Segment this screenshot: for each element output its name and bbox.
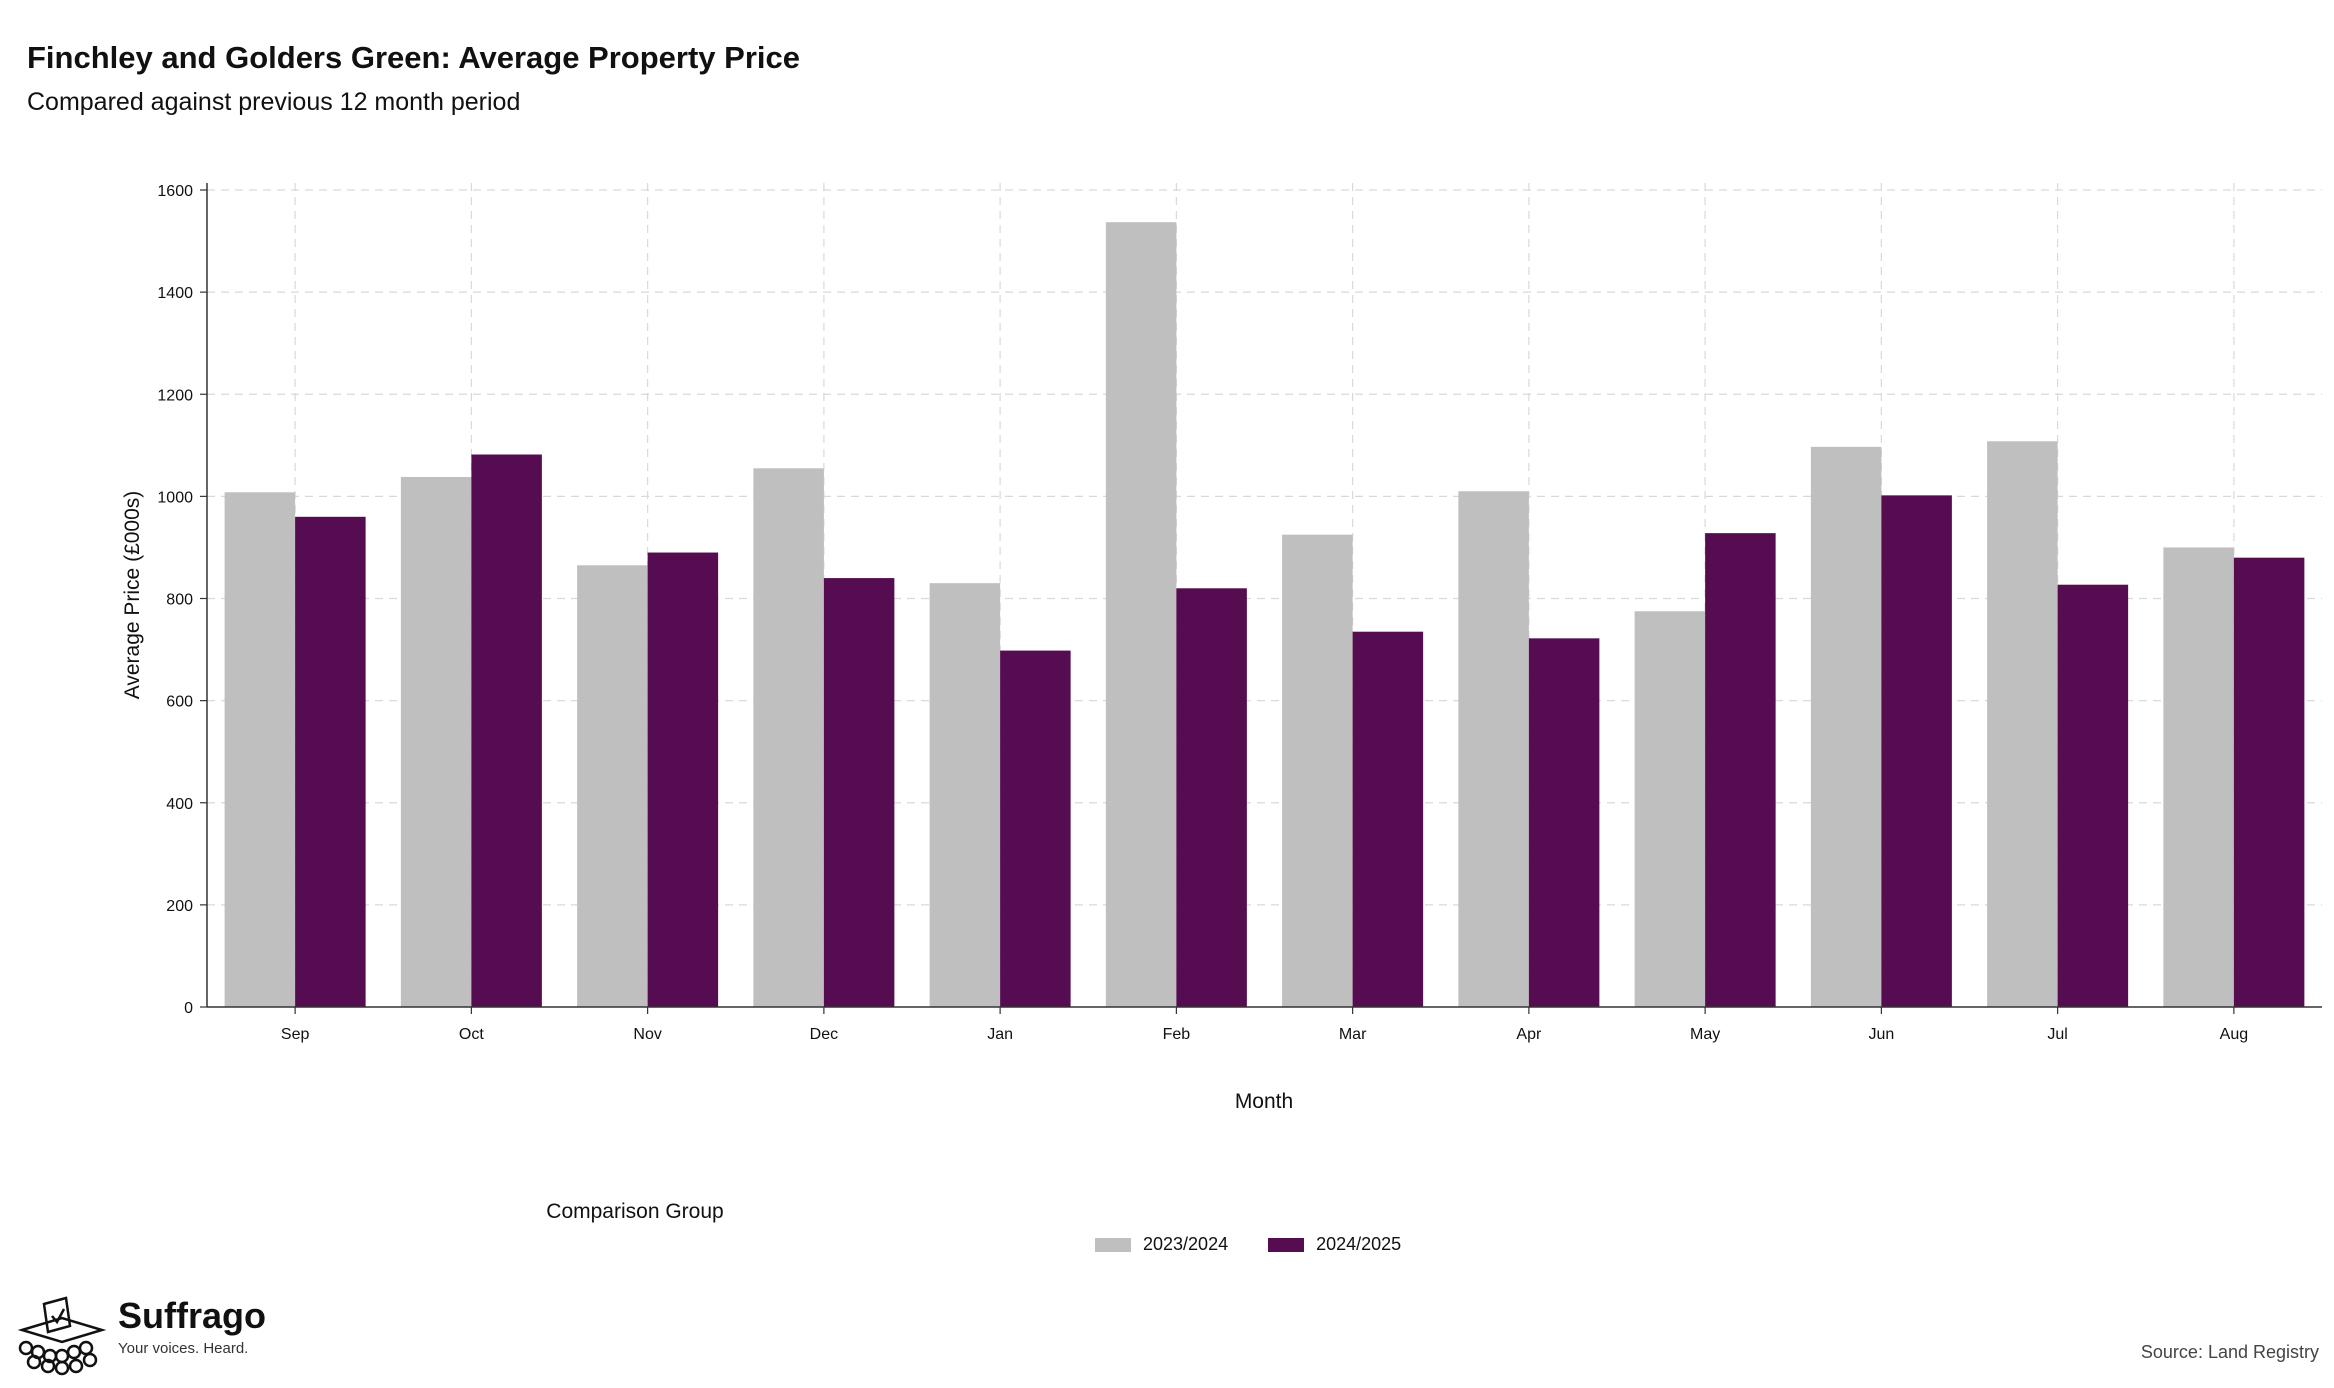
x-tick-label: Jan — [987, 1026, 1013, 1043]
brand-tagline: Your voices. Heard. — [118, 1339, 249, 1357]
bar-2023-2024-nov — [577, 565, 648, 1007]
legend-item-2023-2024: 2023/2024 — [1095, 1234, 1228, 1255]
bar-2023-2024-feb — [1105, 222, 1177, 1007]
legend-swatch-2024-2025 — [1268, 1237, 1305, 1252]
brand-name: Suffrago — [118, 1295, 266, 1336]
bar-2024-2025-oct — [471, 454, 542, 1007]
x-tick-label: Dec — [810, 1026, 838, 1043]
axis-labels: 0 200 400 600 800 1000 1200 1400 1600 Sep Oct Nov De… — [157, 183, 2248, 1043]
y-axis-label: Average Price (£000s) — [121, 491, 144, 700]
bar-2024-2025-feb — [1176, 588, 1247, 1007]
y-tick-label: 800 — [166, 592, 193, 609]
axes — [206, 183, 2322, 1008]
x-tick-label: Apr — [1516, 1026, 1542, 1043]
legend-title: Comparison Group — [546, 1200, 724, 1223]
bar-2023-2024-dec — [753, 468, 824, 1007]
bar-2023-2024-may — [1634, 611, 1706, 1007]
bar-2024-2025-apr — [1528, 638, 1600, 1007]
bar-2024-2025-mar — [1352, 631, 1424, 1007]
bar-2023-2024-jan — [929, 583, 1001, 1007]
bar-2024-2025-jan — [1000, 650, 1071, 1007]
bar-2024-2025-jun — [1881, 495, 1952, 1007]
legend-label-2024-2025: 2024/2025 — [1316, 1234, 1402, 1254]
x-tick-label: Oct — [459, 1026, 484, 1043]
ballot-box-icon — [17, 1296, 107, 1376]
bar-2023-2024-apr — [1458, 491, 1529, 1007]
bar-2024-2025-dec — [823, 578, 895, 1007]
x-tick-label: Nov — [633, 1026, 661, 1043]
y-tick-label: 1600 — [157, 183, 193, 200]
bar-chart: 0 200 400 600 800 1000 1200 1400 1600 Sep Oct Nov De… — [121, 183, 2322, 1113]
legend-items: 2023/2024 2024/2025 — [1095, 1234, 1401, 1255]
bar-2023-2024-oct — [400, 476, 472, 1007]
y-tick-label: 600 — [166, 694, 193, 711]
bar-2023-2024-mar — [1282, 534, 1353, 1007]
x-tick-label: Jul — [2047, 1026, 2067, 1043]
x-tick-label: Jun — [1868, 1026, 1894, 1043]
legend: Comparison Group 2023/2024 2024/2025 — [0, 1200, 2334, 1254]
y-tick-label: 1400 — [157, 285, 193, 302]
bar-2023-2024-jun — [1810, 446, 1882, 1007]
legend-item-2024-2025: 2024/2025 — [1268, 1234, 1401, 1255]
y-tick-label: 400 — [166, 796, 193, 813]
x-tick-label: Mar — [1339, 1026, 1367, 1043]
bar-2024-2025-aug — [2233, 557, 2305, 1007]
bars — [224, 222, 2305, 1007]
legend-label-2023-2024: 2023/2024 — [1143, 1234, 1229, 1254]
bar-2024-2025-jul — [2057, 584, 2129, 1007]
y-tick-label: 0 — [184, 1000, 193, 1017]
y-tick-label: 1000 — [157, 489, 193, 506]
brand-logo: Suffrago Your voices. Heard. — [14, 1296, 266, 1376]
x-tick-label: Feb — [1163, 1026, 1191, 1043]
bar-2023-2024-jul — [1987, 441, 2058, 1007]
bar-2024-2025-nov — [647, 552, 719, 1007]
legend-swatch-2023-2024 — [1095, 1237, 1131, 1252]
x-tick-label: May — [1690, 1026, 1720, 1043]
x-tick-label: Sep — [281, 1026, 310, 1043]
bar-2024-2025-sep — [295, 516, 366, 1007]
y-tick-label: 1200 — [157, 387, 193, 404]
chart-subtitle: Compared against previous 12 month perio… — [27, 88, 521, 116]
bar-2023-2024-sep — [224, 492, 296, 1007]
bar-2023-2024-aug — [2163, 547, 2234, 1007]
y-tick-label: 200 — [166, 898, 193, 915]
bar-2024-2025-may — [1705, 533, 1776, 1007]
x-axis-label: Month — [1235, 1090, 1293, 1113]
source-note: Source: Land Registry — [2140, 1342, 2319, 1362]
chart-title: Finchley and Golders Green: Average Prop… — [27, 40, 800, 75]
x-tick-label: Aug — [2220, 1026, 2248, 1043]
